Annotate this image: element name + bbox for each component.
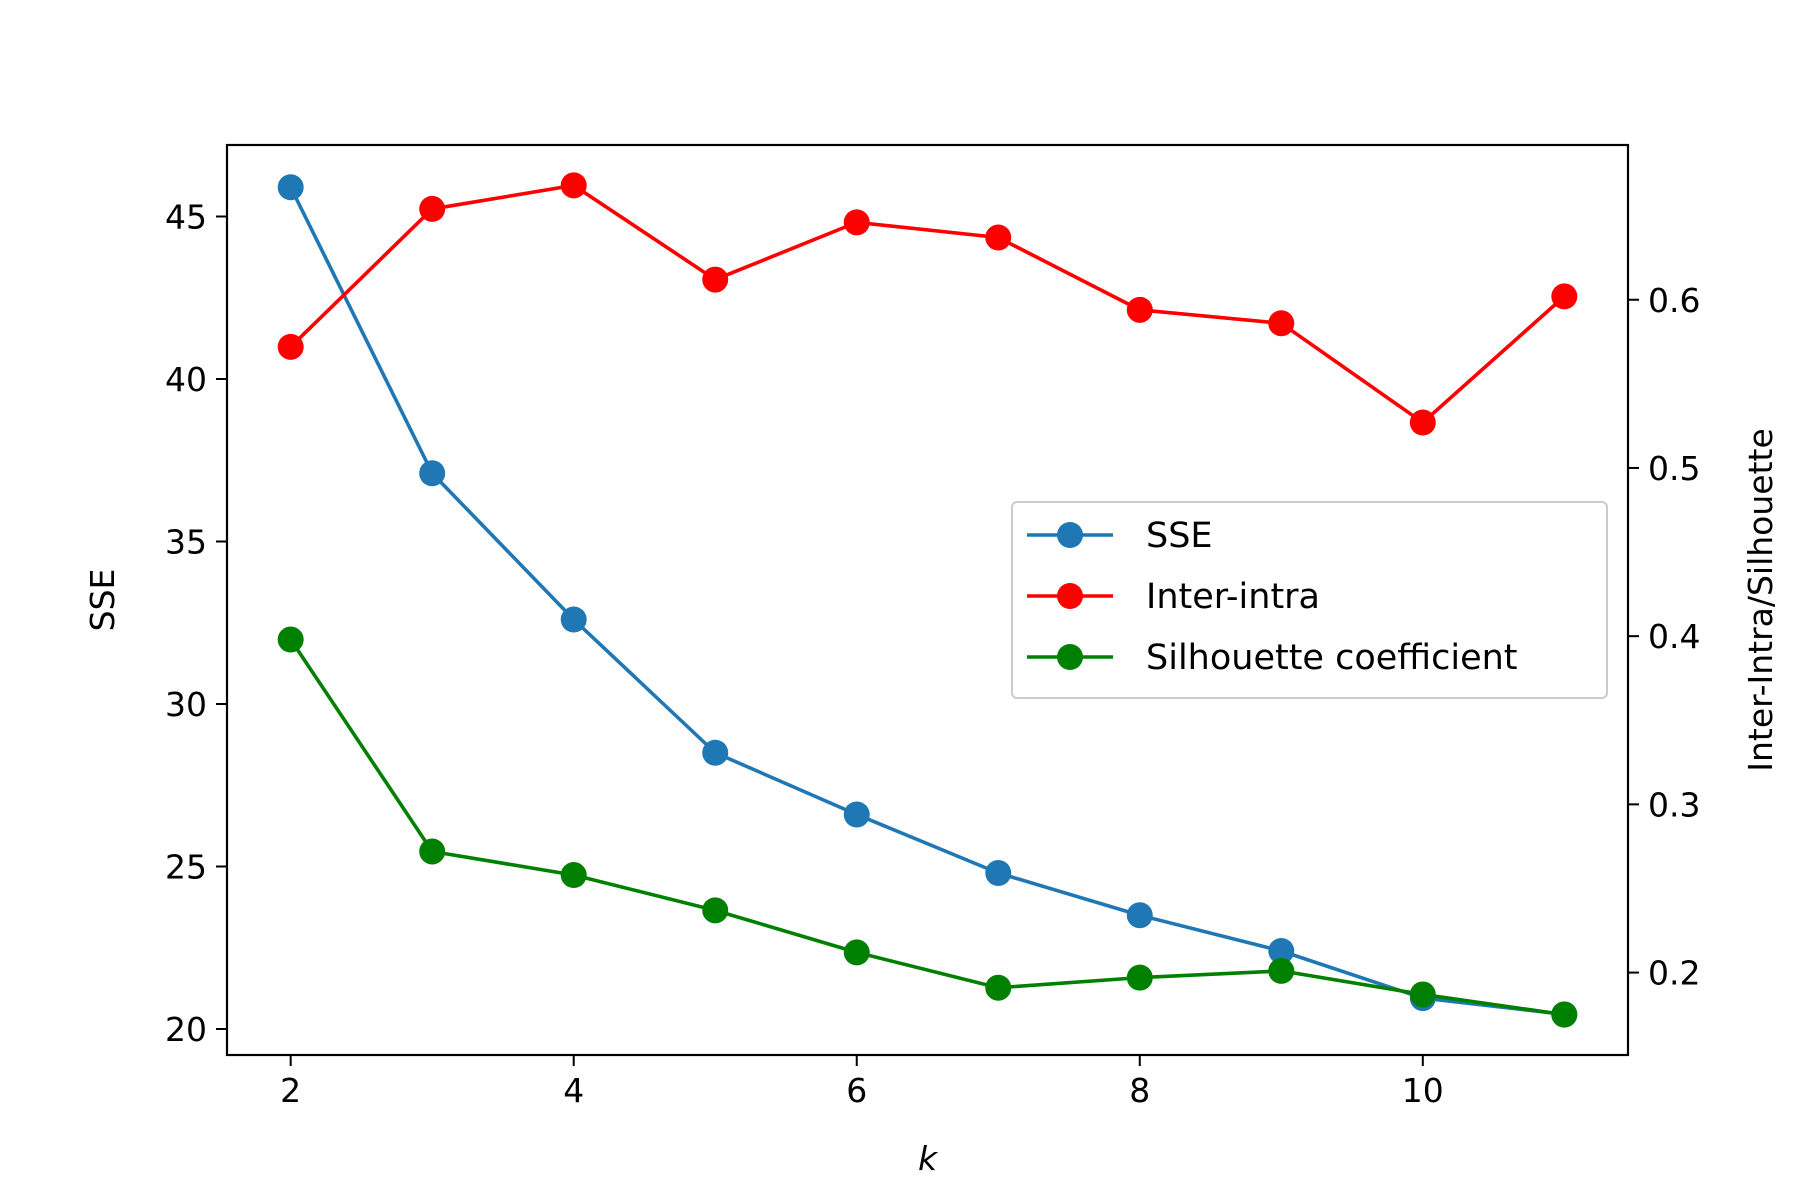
series-line-sse xyxy=(289,186,1565,1017)
data-point-inter-intra xyxy=(985,224,1012,251)
y2-tick-label: 0.3 xyxy=(1648,785,1700,824)
data-point-silhouette-coefficient xyxy=(1409,981,1436,1008)
y2-tick-label: 0.5 xyxy=(1648,449,1700,488)
data-point-inter-intra xyxy=(419,195,446,222)
y2-tick-label: 0.4 xyxy=(1648,617,1700,656)
y-axis-label: SSE xyxy=(83,569,122,632)
x-tick-label: 10 xyxy=(1402,1071,1444,1110)
data-point-inter-intra xyxy=(843,209,870,236)
series-line-inter-intra xyxy=(289,183,1566,425)
legend-label-inter-intra: Inter-intra xyxy=(1146,577,1320,617)
data-point-inter-intra xyxy=(1551,283,1578,310)
data-point-sse xyxy=(702,739,729,766)
y2-axis-label: Inter-Intra/Silhouette xyxy=(1741,428,1780,772)
series-line-silhouette-coefficient xyxy=(289,638,1565,1017)
data-point-inter-intra xyxy=(560,172,587,199)
data-point-inter-intra xyxy=(1268,310,1295,337)
y2-tick-label: 0.6 xyxy=(1648,281,1700,320)
x-tick-label: 4 xyxy=(563,1071,584,1110)
x-tick-label: 2 xyxy=(280,1071,301,1110)
data-point-silhouette-coefficient xyxy=(277,626,304,653)
y-tick-label: 45 xyxy=(165,198,207,237)
data-point-silhouette-coefficient xyxy=(419,838,446,865)
y-tick-label: 35 xyxy=(165,523,207,562)
y-tick-label: 40 xyxy=(165,360,207,399)
data-point-silhouette-coefficient xyxy=(1551,1001,1578,1028)
axes-layer: 2 4 6 8 10 20 25 30 35 40 45 0.2 0.3 0.4 0.5 0.6 xyxy=(165,198,1700,1111)
data-point-silhouette-coefficient xyxy=(560,862,587,889)
data-point-sse xyxy=(985,860,1012,886)
legend-marker-sse xyxy=(1057,522,1083,548)
x-tick-label: 6 xyxy=(846,1071,867,1110)
data-point-inter-intra xyxy=(1409,409,1436,436)
data-point-silhouette-coefficient xyxy=(1268,957,1295,984)
data-point-inter-intra xyxy=(702,266,729,293)
legend-box xyxy=(1011,501,1608,699)
data-point-silhouette-coefficient xyxy=(985,974,1012,1001)
y-tick-label: 20 xyxy=(165,1010,207,1049)
x-tick-label: 8 xyxy=(1129,1071,1150,1110)
y-tick-label: 25 xyxy=(165,848,207,887)
plot-frame xyxy=(225,143,1630,1057)
x-axis-label: k xyxy=(918,1139,939,1178)
legend-marker-silhouette-coefficient xyxy=(1057,644,1083,670)
data-point-inter-intra xyxy=(1126,296,1153,323)
data-point-inter-intra xyxy=(277,333,304,360)
data-point-sse xyxy=(1268,938,1295,964)
data-point-silhouette-coefficient xyxy=(1126,964,1153,991)
y2-tick-label: 0.2 xyxy=(1648,954,1700,993)
data-point-silhouette-coefficient xyxy=(843,939,870,966)
data-point-sse xyxy=(843,801,870,828)
legend-label-silhouette-coefficient: Silhouette coefficient xyxy=(1146,638,1518,678)
data-point-sse xyxy=(419,460,446,487)
legend-label-sse: SSE xyxy=(1146,516,1213,556)
data-point-silhouette-coefficient xyxy=(702,897,729,924)
data-point-sse xyxy=(560,606,587,633)
series-layer xyxy=(277,172,1578,1028)
legend: SSE Inter-intra Silhouette coefficient xyxy=(1011,501,1608,699)
data-point-sse xyxy=(277,174,304,201)
data-point-sse xyxy=(1126,902,1153,929)
y-tick-label: 30 xyxy=(165,685,207,724)
legend-marker-inter-intra xyxy=(1057,583,1083,609)
